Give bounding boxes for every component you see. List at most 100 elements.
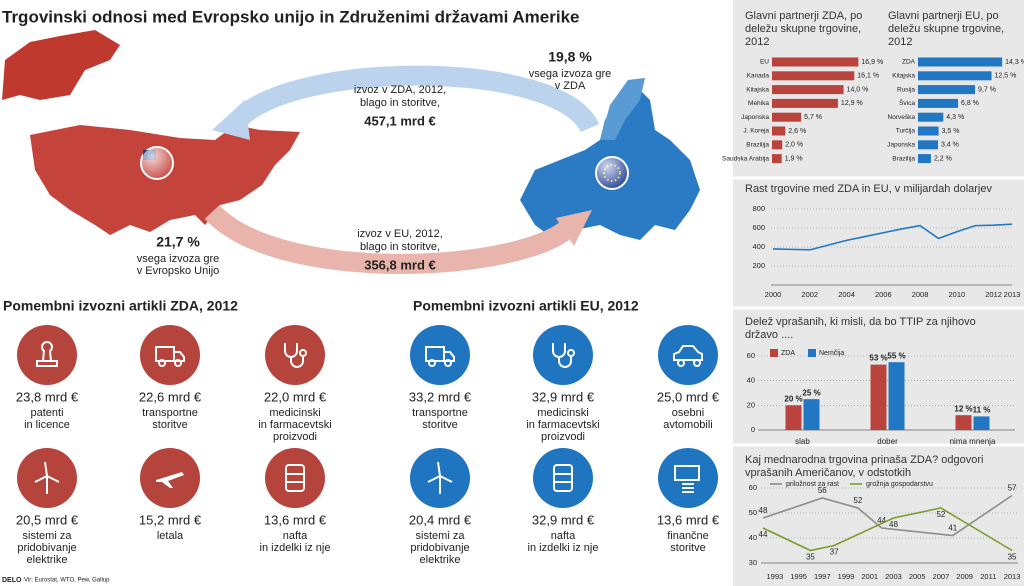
y-tick-label: 40 <box>749 533 757 542</box>
item-label: proizvodi <box>273 431 317 443</box>
icon-shape <box>284 343 308 368</box>
item-label: pridobivanje <box>410 542 469 554</box>
chart-title: Delež vprašanih, ki misli, da bo TTIP za… <box>745 316 976 341</box>
flow-text: izvoz v EU, 2012, <box>357 228 443 240</box>
item-icon <box>533 448 593 508</box>
source: Vir: Eurostat, WTO, Pew, Gallup <box>24 578 110 584</box>
item-label: storitve <box>670 542 705 554</box>
item-value: 20,4 mrd € <box>409 512 472 527</box>
y-tick-label: 400 <box>752 242 765 251</box>
icon-shape <box>674 465 700 481</box>
item-label: patenti <box>30 407 63 419</box>
usa-map <box>30 125 300 235</box>
y-tick-label: 0 <box>751 425 755 434</box>
icon-shape <box>286 473 304 483</box>
bar <box>918 126 939 136</box>
chart-title: Rast trgovine med ZDA in EU, v milijarda… <box>745 183 992 195</box>
x-tick-label: 2013 <box>1004 572 1021 581</box>
bar <box>973 416 990 430</box>
x-tick-label: 1993 <box>767 572 784 581</box>
item-label: sistemi za <box>416 530 466 542</box>
value-label: 4,3 % <box>946 114 964 121</box>
legend-swatch <box>808 349 816 357</box>
x-tick-label: nima mnenja <box>950 437 996 446</box>
item-value: 13,6 mrd € <box>657 512 720 527</box>
category-label: Norveška <box>888 114 916 121</box>
y-tick-label: 60 <box>747 351 755 360</box>
value-label: 9,7 % <box>978 86 996 93</box>
share-text: vsega izvoza gre <box>529 68 612 80</box>
item-label: avtomobili <box>663 419 713 431</box>
item-icon <box>658 448 718 508</box>
value-label: 5,7 % <box>804 114 822 121</box>
item-label: finančne <box>667 530 709 542</box>
icon-shape <box>285 464 305 492</box>
item-label: sistemi za <box>23 530 73 542</box>
value-label: 16,1 % <box>857 73 879 80</box>
y-tick-label: 50 <box>749 508 757 517</box>
bar <box>785 405 802 430</box>
value-label: 2,6 % <box>788 128 806 135</box>
category-label: Švica <box>899 98 915 107</box>
x-tick-label: 2008 <box>912 290 929 299</box>
icon-shape <box>444 359 452 367</box>
data-label: 35 <box>1008 553 1017 562</box>
icon-shape <box>553 464 573 492</box>
item-label: medicinski <box>537 407 588 419</box>
flow-amount: 356,8 mrd € <box>364 257 436 272</box>
share-text: v Evropsko Unijo <box>137 265 220 277</box>
value-label: 1,9 % <box>785 155 803 162</box>
bar <box>772 154 782 164</box>
shine <box>141 147 173 179</box>
category-label: Kitajska <box>746 86 769 93</box>
bar <box>918 154 931 164</box>
data-label: 55 % <box>887 351 905 360</box>
category-label: Turčija <box>896 128 916 135</box>
item-label: in izdelki iz nje <box>528 542 599 554</box>
item-icon <box>140 325 200 385</box>
value-label: 14,0 % <box>847 86 869 93</box>
icon-shape <box>682 483 694 493</box>
bar <box>772 71 855 81</box>
data-label: 44 <box>759 530 768 539</box>
x-tick-label: 1999 <box>838 572 855 581</box>
category-label: Mehika <box>748 100 769 107</box>
icon-shape <box>673 345 703 367</box>
category-label: EU <box>760 59 769 66</box>
data-label: 25 % <box>802 388 820 397</box>
legend-swatch <box>770 349 778 357</box>
bar <box>888 362 905 430</box>
item-label: proizvodi <box>541 431 585 443</box>
value-label: 6,8 % <box>961 100 979 107</box>
item-label: storitve <box>422 419 457 431</box>
alaska-map <box>2 30 120 100</box>
chart-title: Kaj mednarodna trgovina prinaša ZDA? odg… <box>745 454 984 479</box>
item-value: 20,5 mrd € <box>16 512 79 527</box>
export-arrow <box>233 65 600 134</box>
icon-shape <box>552 343 576 368</box>
data-label: 11 % <box>973 406 991 415</box>
share-text: vsega izvoza gre <box>137 253 220 265</box>
bar <box>772 112 802 122</box>
item-value: 32,9 mrd € <box>532 512 595 527</box>
data-label: 41 <box>948 524 957 533</box>
item-label: elektrike <box>27 554 68 566</box>
icon-shape <box>174 359 182 367</box>
data-label: 37 <box>830 548 839 557</box>
data-label: 20 % <box>784 394 802 403</box>
category-label: Saudska Arabija <box>722 155 769 162</box>
x-tick-label: 2007 <box>933 572 950 581</box>
item-label: storitve <box>152 419 187 431</box>
bar <box>803 399 820 430</box>
item-label: medicinski <box>269 407 320 419</box>
scandinavia-map <box>600 78 645 140</box>
arrow-head <box>556 210 592 246</box>
x-tick-label: 2010 <box>949 290 966 299</box>
x-tick-label: dober <box>877 437 898 446</box>
bar <box>772 85 844 95</box>
item-label: in farmacevtski <box>526 419 599 431</box>
icon-shape <box>156 472 184 488</box>
x-tick-label: 2000 <box>765 290 782 299</box>
arrow-head <box>212 100 250 140</box>
